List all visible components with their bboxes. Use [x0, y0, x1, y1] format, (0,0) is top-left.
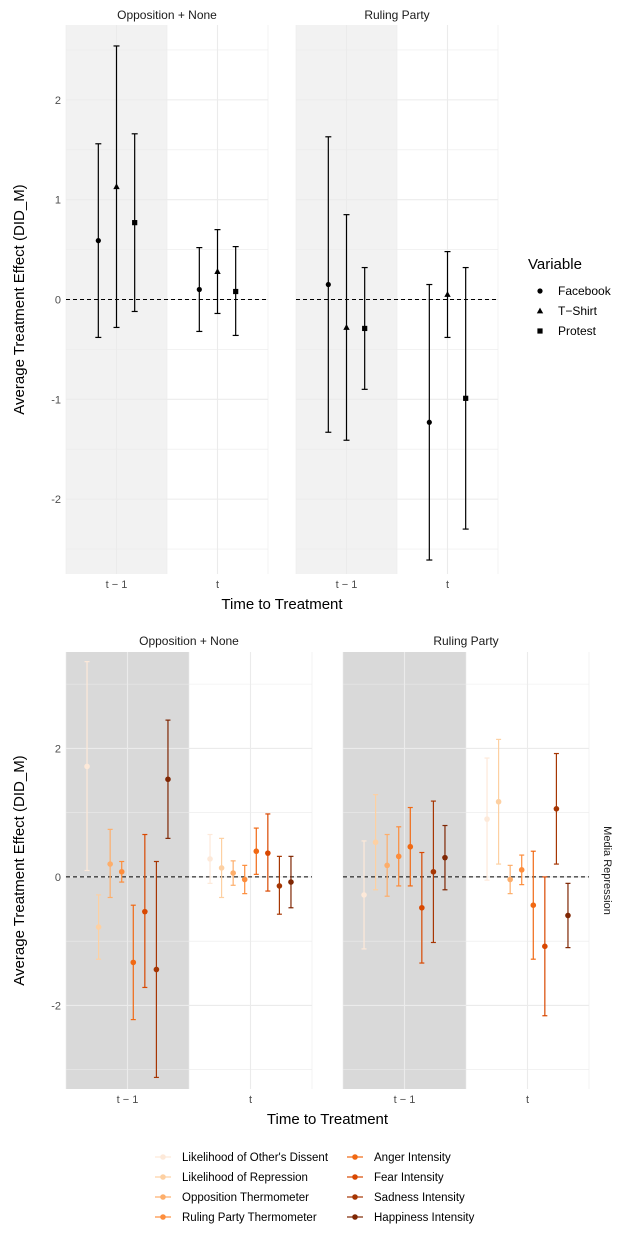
- point-sadness-intensity: [553, 806, 560, 812]
- point-facebook: [196, 286, 202, 293]
- point-protest: [233, 288, 239, 295]
- legend-key-likelihood-of-other-s-dissent: [160, 1154, 166, 1160]
- point-opposition-thermometer: [384, 862, 390, 869]
- legend-key-protest: [537, 328, 543, 334]
- point-happiness-intensity: [442, 854, 448, 861]
- x-tick-label: t: [249, 1094, 252, 1106]
- legend-label-likelihood-of-other-s-dissent: Likelihood of Other's Dissent: [182, 1152, 329, 1164]
- point-likelihood-of-repression: [372, 839, 379, 846]
- point-opposition-thermometer: [107, 861, 113, 867]
- y-tick-label: 1: [55, 195, 61, 207]
- facet-label: Opposition + None: [117, 8, 217, 22]
- point-ruling-party-thermometer: [118, 868, 125, 875]
- y-tick-label: 0: [55, 872, 61, 884]
- x-tick-label: t − 1: [336, 579, 358, 591]
- point-facebook: [325, 281, 331, 288]
- legend-key-ruling-party-thermometer: [160, 1214, 166, 1220]
- x-tick-label: t − 1: [106, 579, 128, 591]
- point-sadness-intensity: [430, 868, 437, 875]
- legend-label-anger-intensity: Anger Intensity: [374, 1152, 451, 1164]
- point-facebook: [426, 419, 432, 425]
- x-tick-label: t: [216, 579, 219, 591]
- legend-key-happiness-intensity: [352, 1214, 358, 1220]
- point-ruling-party-thermometer: [518, 867, 525, 873]
- point-opposition-thermometer: [230, 870, 236, 876]
- point-happiness-intensity: [165, 776, 171, 783]
- point-happiness-intensity: [288, 879, 294, 885]
- y-tick-label: -1: [51, 394, 61, 406]
- point-anger-intensity: [253, 848, 260, 855]
- y-tick-label: 0: [55, 295, 61, 307]
- point-facebook: [95, 238, 101, 244]
- point-anger-intensity: [130, 959, 137, 966]
- legend-key-opposition-thermometer: [160, 1194, 166, 1200]
- point-opposition-thermometer: [507, 876, 513, 883]
- legend-label-t-shirt: T−Shirt: [558, 304, 598, 318]
- legend-label-happiness-intensity: Happiness Intensity: [374, 1212, 475, 1224]
- strip-label: Media Repression: [601, 826, 613, 915]
- x-axis-title: Time to Treatment: [267, 1111, 389, 1128]
- point-protest: [362, 325, 368, 332]
- x-axis-title: Time to Treatment: [221, 596, 343, 613]
- point-ruling-party-thermometer: [395, 853, 402, 860]
- y-tick-label: 2: [55, 95, 61, 107]
- x-tick-label: t: [526, 1094, 529, 1106]
- point-protest: [463, 395, 469, 401]
- point-likelihood-of-other-s-dissent: [207, 856, 213, 862]
- facet-label: Ruling Party: [364, 8, 429, 22]
- point-ruling-party-thermometer: [241, 876, 248, 883]
- point-fear-intensity: [542, 943, 548, 950]
- point-t-shirt: [343, 324, 350, 330]
- legend-key-anger-intensity: [352, 1154, 358, 1160]
- legend-key-likelihood-of-repression: [160, 1174, 166, 1180]
- point-likelihood-of-repression: [218, 865, 225, 871]
- legend-label-opposition-thermometer: Opposition Thermometer: [182, 1192, 309, 1204]
- point-likelihood-of-other-s-dissent: [361, 892, 367, 898]
- point-anger-intensity: [530, 902, 537, 909]
- point-t-shirt: [444, 291, 451, 297]
- legend-label-ruling-party-thermometer: Ruling Party Thermometer: [182, 1212, 317, 1224]
- point-fear-intensity: [419, 904, 425, 911]
- facet-label: Ruling Party: [433, 634, 498, 648]
- point-fear-intensity: [142, 908, 148, 915]
- legend-label-likelihood-of-repression: Likelihood of Repression: [182, 1172, 308, 1184]
- point-t-shirt: [113, 183, 120, 190]
- x-tick-label: t − 1: [117, 1094, 139, 1106]
- legend-label-sadness-intensity: Sadness Intensity: [374, 1192, 465, 1204]
- y-axis-title: Average Treatment Effect (DID_M): [11, 755, 28, 985]
- point-happiness-intensity: [565, 912, 571, 919]
- point-likelihood-of-other-s-dissent: [484, 816, 490, 822]
- point-anger-intensity: [407, 843, 414, 850]
- point-sadness-intensity: [276, 883, 283, 889]
- facet-label: Opposition + None: [139, 634, 239, 648]
- y-axis-title: Average Treatment Effect (DID_M): [11, 184, 28, 414]
- point-fear-intensity: [265, 850, 271, 856]
- y-tick-label: 2: [55, 743, 61, 755]
- point-protest: [132, 220, 138, 226]
- legend-key-fear-intensity: [352, 1174, 358, 1180]
- x-tick-label: t − 1: [394, 1094, 416, 1106]
- legend-key-facebook: [537, 288, 543, 294]
- point-likelihood-of-other-s-dissent: [84, 763, 90, 770]
- legend-label-protest: Protest: [558, 324, 597, 338]
- x-tick-label: t: [446, 579, 449, 591]
- y-tick-label: -2: [51, 1000, 61, 1012]
- point-likelihood-of-repression: [495, 798, 502, 805]
- legend-label-fear-intensity: Fear Intensity: [374, 1172, 444, 1184]
- y-tick-label: -2: [51, 494, 61, 506]
- legend-key-sadness-intensity: [352, 1194, 358, 1200]
- legend-title: Variable: [528, 256, 582, 273]
- point-likelihood-of-repression: [95, 924, 102, 930]
- point-sadness-intensity: [153, 966, 160, 973]
- legend-key-t-shirt: [536, 307, 544, 314]
- top-chart: Opposition + None t − 1 t Ruling Party t − 1…: [11, 8, 612, 613]
- point-t-shirt: [214, 268, 221, 274]
- bottom-chart: Opposition + None t − 1 t Ruling Party t − 1…: [11, 634, 613, 1224]
- legend-label-facebook: Facebook: [558, 284, 612, 298]
